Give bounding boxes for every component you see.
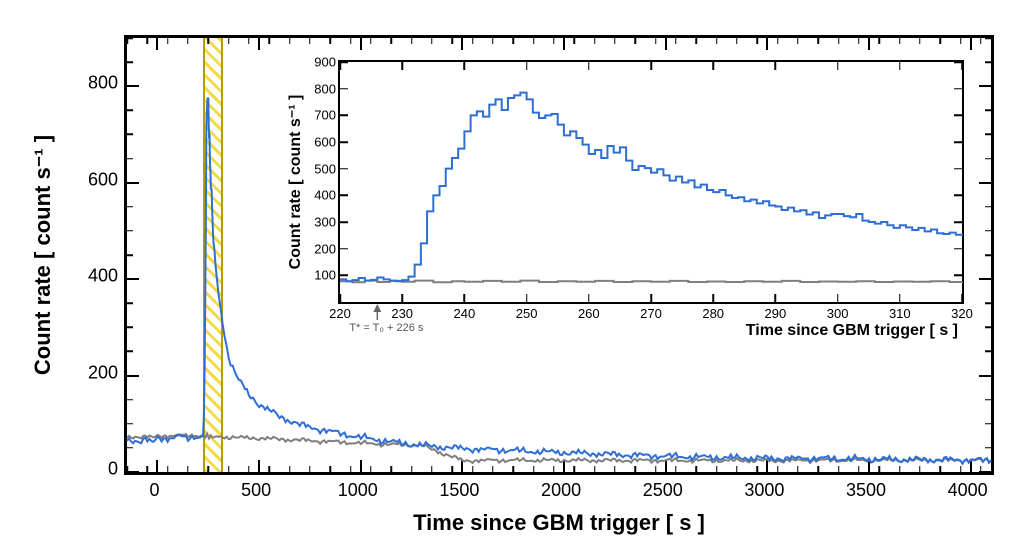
inset-y-axis-label: Count rate [ count s⁻¹ ] [285,62,305,302]
main-y-tick: 800 [58,73,118,94]
inset-x-tick: 240 [454,306,476,321]
main-x-tick: 4000 [948,480,988,501]
inset-y-tick: 600 [302,135,336,150]
main-y-tick: 600 [58,169,118,190]
main-y-axis-label: Count rate [ count s⁻¹ ] [30,35,60,475]
main-x-axis-label: Time since GBM trigger [ s ] [124,510,994,536]
main-y-tick: 200 [58,362,118,383]
inset-x-tick: 220 [329,306,351,321]
inset-x-tick: 310 [889,306,911,321]
main-y-tick: 400 [58,266,118,287]
inset-y-tick: 200 [302,241,336,256]
inset-y-tick: 100 [302,268,336,283]
inset-y-tick: 700 [302,108,336,123]
main-y-tick: 0 [58,459,118,480]
signal-trace-inset [340,93,962,282]
inset-x-tick: 230 [391,306,413,321]
inset-x-tick: 300 [827,306,849,321]
main-x-tick: 3000 [744,480,784,501]
main-x-tick: 2500 [643,480,683,501]
inset-x-tick: 290 [765,306,787,321]
inset-x-tick: 250 [516,306,538,321]
main-x-tick: 1500 [439,480,479,501]
inset-y-tick: 900 [302,55,336,70]
background-trace-inset [340,281,962,283]
main-x-tick: 3500 [846,480,886,501]
inset-x-tick: 270 [640,306,662,321]
figure-root: Count rate [ count s⁻¹ ] Time since GBM … [0,0,1024,548]
inset-y-tick: 400 [302,188,336,203]
inset-x-tick: 260 [578,306,600,321]
inset-plot-svg [340,62,962,302]
main-x-tick: 2000 [541,480,581,501]
main-x-tick: 0 [149,480,159,501]
inset-y-tick: 300 [302,215,336,230]
inset-plot-frame: 220230240250260270280290300310320 100200… [338,60,964,304]
inset-x-tick: 280 [702,306,724,321]
inset-x-axis-label: Time since GBM trigger [ s ] [746,322,958,340]
inset-y-tick: 500 [302,161,336,176]
annotation-label: T* = T₀ + 226 s [349,322,423,334]
main-plot-frame: 220 230 240 250 260 270 280 290 300 310 320 100 200… [124,35,994,475]
inset-y-tick: 800 [302,81,336,96]
inset-x-tick: 320 [951,306,973,321]
main-x-tick: 1000 [338,480,378,501]
main-x-tick: 500 [241,480,271,501]
